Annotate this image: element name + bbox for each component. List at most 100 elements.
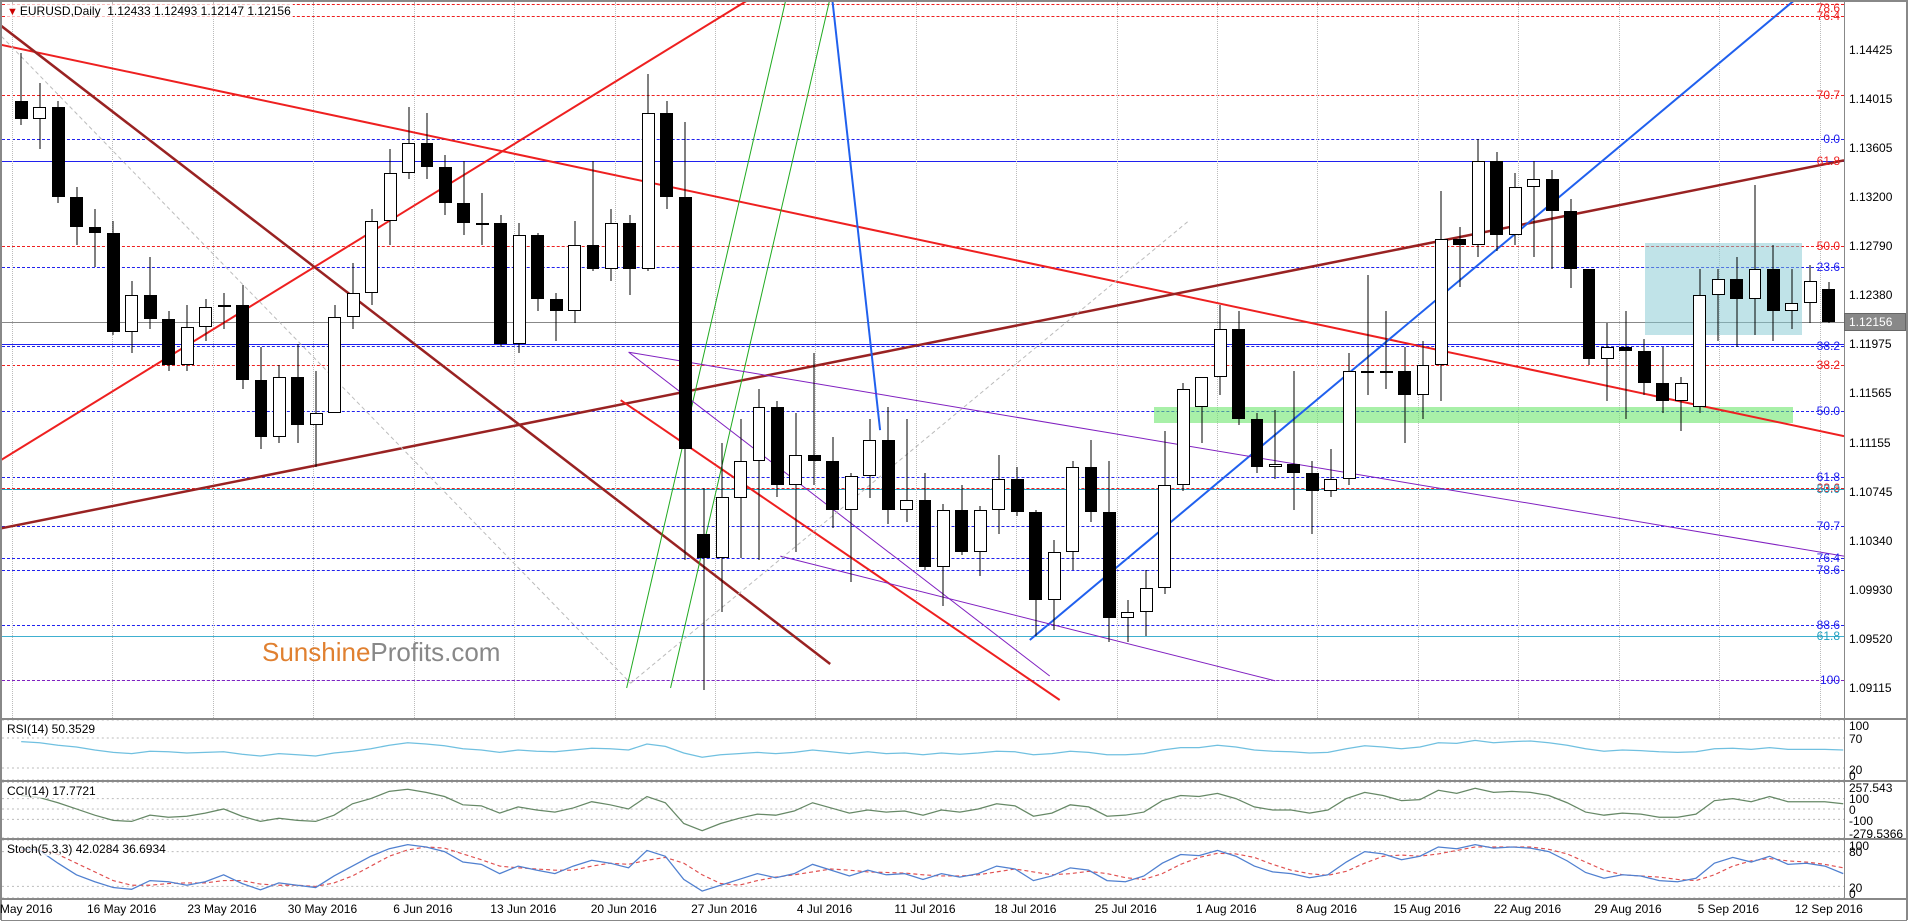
cci-yaxis: -279.5366-1000100257.543 <box>1844 782 1906 838</box>
horizontal-level <box>2 625 1844 626</box>
horizontal-level <box>2 346 1844 347</box>
horizontal-level <box>2 139 1844 140</box>
rsi-yaxis: 02070100 <box>1844 720 1906 780</box>
yaxis-tick: 1.14425 <box>1849 43 1892 57</box>
indicator-yaxis-tick: 20 <box>1849 763 1862 777</box>
candle <box>992 455 1005 533</box>
fib-label: 0.0 <box>1823 132 1840 146</box>
yaxis-tick: 1.10745 <box>1849 485 1892 499</box>
candle <box>1417 341 1430 419</box>
candle <box>107 221 120 335</box>
xaxis-tick: 30 May 2016 <box>288 902 357 916</box>
candle <box>439 155 452 215</box>
candle <box>255 347 268 449</box>
xaxis-tick: 1 Aug 2016 <box>1196 902 1257 916</box>
candle <box>1140 570 1153 636</box>
candle <box>162 311 175 371</box>
rsi-panel[interactable]: RSI(14) 50.3529 02070100 <box>1 719 1907 781</box>
candle <box>1398 347 1411 443</box>
xaxis-panel: 9 May 201616 May 201623 May 201630 May 2… <box>1 899 1907 921</box>
indicator-yaxis-tick: 70 <box>1849 732 1862 746</box>
candle <box>365 209 378 305</box>
candle <box>1490 152 1503 251</box>
chart-title: ▼EURUSD,Daily 1.12433 1.12493 1.12147 1.… <box>5 4 293 18</box>
candle <box>937 504 950 606</box>
xaxis-tick: 13 Jun 2016 <box>490 902 556 916</box>
candle <box>1269 410 1282 480</box>
fib-label: 61.8 <box>1817 154 1840 168</box>
trendlines-overlay <box>2 2 1844 718</box>
candle <box>1158 431 1171 593</box>
xaxis-tick: 23 May 2016 <box>187 902 256 916</box>
yaxis-tick: 1.10340 <box>1849 534 1892 548</box>
candle <box>974 506 987 576</box>
indicator-yaxis-tick: 20 <box>1849 881 1862 895</box>
candle <box>1195 389 1208 443</box>
xaxis-tick: 18 Jul 2016 <box>994 902 1056 916</box>
candle <box>1306 461 1319 533</box>
candle <box>1785 269 1798 329</box>
candle <box>347 263 360 329</box>
candle <box>1546 170 1559 269</box>
stoch-panel[interactable]: Stoch(5,3,3) 42.0284 36.6934 02080100 <box>1 839 1907 899</box>
down-arrow-icon: ▼ <box>7 6 18 18</box>
candle <box>1066 461 1079 569</box>
watermark: SunshineProfits.com <box>262 637 500 668</box>
yaxis-tick: 1.14015 <box>1849 92 1892 106</box>
grid-vline <box>1016 2 1017 718</box>
candle <box>1749 185 1762 335</box>
fib-label: 38.2 <box>1817 339 1840 353</box>
candle <box>863 419 876 497</box>
candle <box>421 113 434 179</box>
candle <box>568 221 581 323</box>
candle <box>1675 377 1688 431</box>
candle <box>1804 265 1817 323</box>
candle <box>15 53 28 125</box>
grid-vline <box>213 2 214 718</box>
candle <box>70 187 83 245</box>
indicator-yaxis-tick: 100 <box>1849 719 1869 733</box>
candle <box>808 353 821 485</box>
candle <box>623 215 636 296</box>
yaxis-tick: 1.13200 <box>1849 190 1892 204</box>
candle <box>1029 510 1042 636</box>
candle <box>236 285 249 390</box>
candle <box>550 293 563 341</box>
chart-container: ▼EURUSD,Daily 1.12433 1.12493 1.12147 1.… <box>0 0 1908 920</box>
candle <box>89 209 102 267</box>
horizontal-level <box>2 322 1844 323</box>
fib-label: 50.0 <box>1817 482 1840 496</box>
fib-label: 50.0 <box>1817 239 1840 253</box>
candle <box>1324 449 1337 497</box>
candle <box>1767 245 1780 341</box>
horizontal-level <box>2 680 1844 681</box>
candle <box>1251 413 1264 473</box>
candle <box>716 443 729 611</box>
yaxis-tick: 1.13605 <box>1849 141 1892 155</box>
cci-panel[interactable]: CCI(14) 17.7721 -279.5366-1000100257.543 <box>1 781 1907 839</box>
fib-label: 100 <box>1820 673 1840 687</box>
grid-vline <box>12 2 13 718</box>
price-chart-area[interactable]: ▼EURUSD,Daily 1.12433 1.12493 1.12147 1.… <box>2 2 1844 718</box>
cci-label: CCI(14) 17.7721 <box>5 784 98 798</box>
indicator-yaxis-tick: 257.543 <box>1849 781 1892 795</box>
candle <box>402 107 415 179</box>
price-panel[interactable]: ▼EURUSD,Daily 1.12433 1.12493 1.12147 1.… <box>1 1 1907 719</box>
price-yaxis: 1.144251.140151.136051.132001.127901.123… <box>1844 2 1906 718</box>
grid-vline <box>1719 2 1720 718</box>
xaxis-tick: 25 Jul 2016 <box>1095 902 1157 916</box>
candle <box>328 305 341 413</box>
stoch-chart-area: Stoch(5,3,3) 42.0284 36.6934 <box>2 840 1844 898</box>
grid-vline <box>1117 2 1118 718</box>
candle <box>1380 311 1393 389</box>
yaxis-tick: 1.11155 <box>1849 436 1891 450</box>
candle <box>1601 323 1614 401</box>
fib-label: 70.7 <box>1817 519 1840 533</box>
candle <box>1712 269 1725 341</box>
indicator-yaxis-tick: 100 <box>1849 839 1869 853</box>
candle <box>494 215 507 347</box>
fib-label: 23.6 <box>1817 260 1840 274</box>
candle <box>900 419 913 521</box>
grid-vline <box>112 2 113 718</box>
candle <box>1103 461 1116 641</box>
